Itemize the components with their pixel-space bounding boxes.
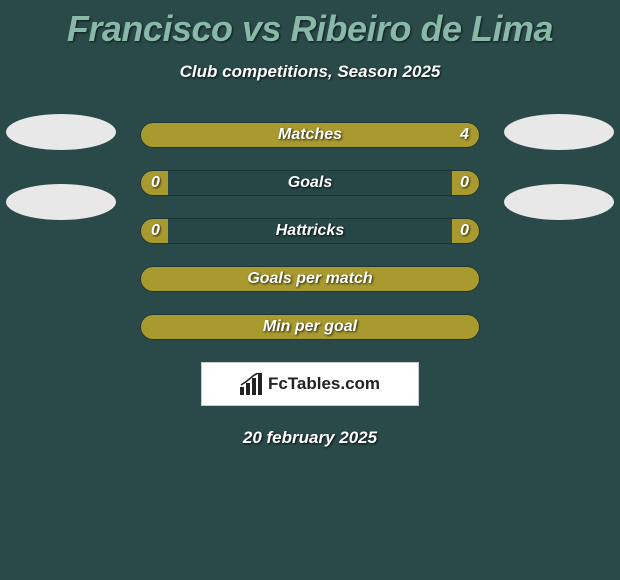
stat-pill: Matches4 (140, 122, 480, 148)
stat-row: Goals0 0 (0, 170, 620, 196)
stat-label: Goals per match (141, 270, 479, 288)
stat-row: Min per goal (0, 314, 620, 340)
stat-label: Goals (141, 174, 479, 192)
player-left-avatar-slot (6, 114, 116, 150)
stat-label: Min per goal (141, 318, 479, 336)
stat-pill: Min per goal (140, 314, 480, 340)
stat-row: Hattricks0 0 (0, 218, 620, 244)
comparison-card: Francisco vs Ribeiro de Lima Club compet… (0, 0, 620, 448)
stat-label: Matches (141, 126, 479, 144)
stat-value-left: 0 (151, 222, 160, 240)
stat-value-left: 0 (151, 174, 160, 192)
subtitle: Club competitions, Season 2025 (0, 62, 620, 82)
fctables-logo[interactable]: FcTables.com (201, 362, 419, 406)
stat-value-right: 0 (460, 174, 469, 192)
stat-row: Goals per match (0, 266, 620, 292)
stat-pill: Hattricks0 0 (140, 218, 480, 244)
stats-list: Matches4Goals00Hattricks00Goals per matc… (0, 122, 620, 340)
stat-value-right: 4 (460, 126, 469, 144)
stat-value-right: 0 (460, 222, 469, 240)
page-title: Francisco vs Ribeiro de Lima (0, 8, 620, 50)
stat-label: Hattricks (141, 222, 479, 240)
date-label: 20 february 2025 (0, 428, 620, 448)
player-right-avatar-slot (504, 114, 614, 150)
player-right-avatar-slot (504, 184, 614, 220)
stat-pill: Goals0 0 (140, 170, 480, 196)
stat-pill: Goals per match (140, 266, 480, 292)
logo-text: FcTables.com (268, 374, 380, 394)
player-left-avatar-slot (6, 184, 116, 220)
stat-row: Matches4 (0, 122, 620, 148)
bar-chart-icon (240, 373, 264, 395)
